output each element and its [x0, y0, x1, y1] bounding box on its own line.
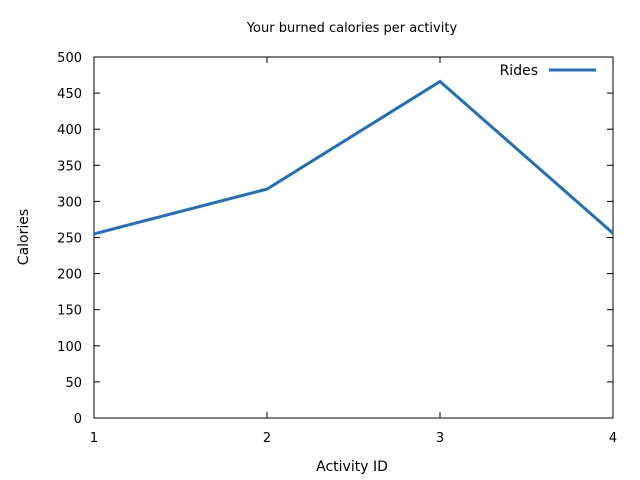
y-tick-label: 0 [74, 412, 82, 427]
y-tick-label: 300 [57, 195, 82, 210]
y-tick-label: 150 [57, 304, 82, 319]
legend-label-rides: Rides [500, 63, 538, 79]
y-tick-label: 400 [57, 123, 82, 138]
series-line-rides [93, 79, 614, 236]
x-axis: 1 2 3 4 [90, 57, 617, 446]
x-axis-label: Activity ID [316, 459, 388, 475]
y-tick-label: 250 [57, 232, 82, 247]
y-tick-label: 50 [65, 376, 82, 391]
x-tick-label: 1 [90, 431, 98, 446]
y-axis-label: Calories [16, 209, 32, 265]
y-tick-label: 100 [57, 340, 82, 355]
x-tick-label: 4 [609, 431, 617, 446]
chart-title: Your burned calories per activity [246, 21, 458, 36]
y-tick-label: 350 [57, 159, 82, 174]
x-tick-label: 2 [263, 431, 271, 446]
series-layer [93, 79, 614, 236]
y-tick-label: 500 [57, 51, 82, 66]
y-axis: 0 50 100 150 200 250 300 350 400 450 500 [57, 51, 613, 427]
plot-frame [93, 56, 614, 419]
x-tick-label: 3 [436, 431, 444, 446]
legend: Rides [500, 63, 596, 79]
y-tick-label: 450 [57, 87, 82, 102]
y-tick-label: 200 [57, 268, 82, 283]
